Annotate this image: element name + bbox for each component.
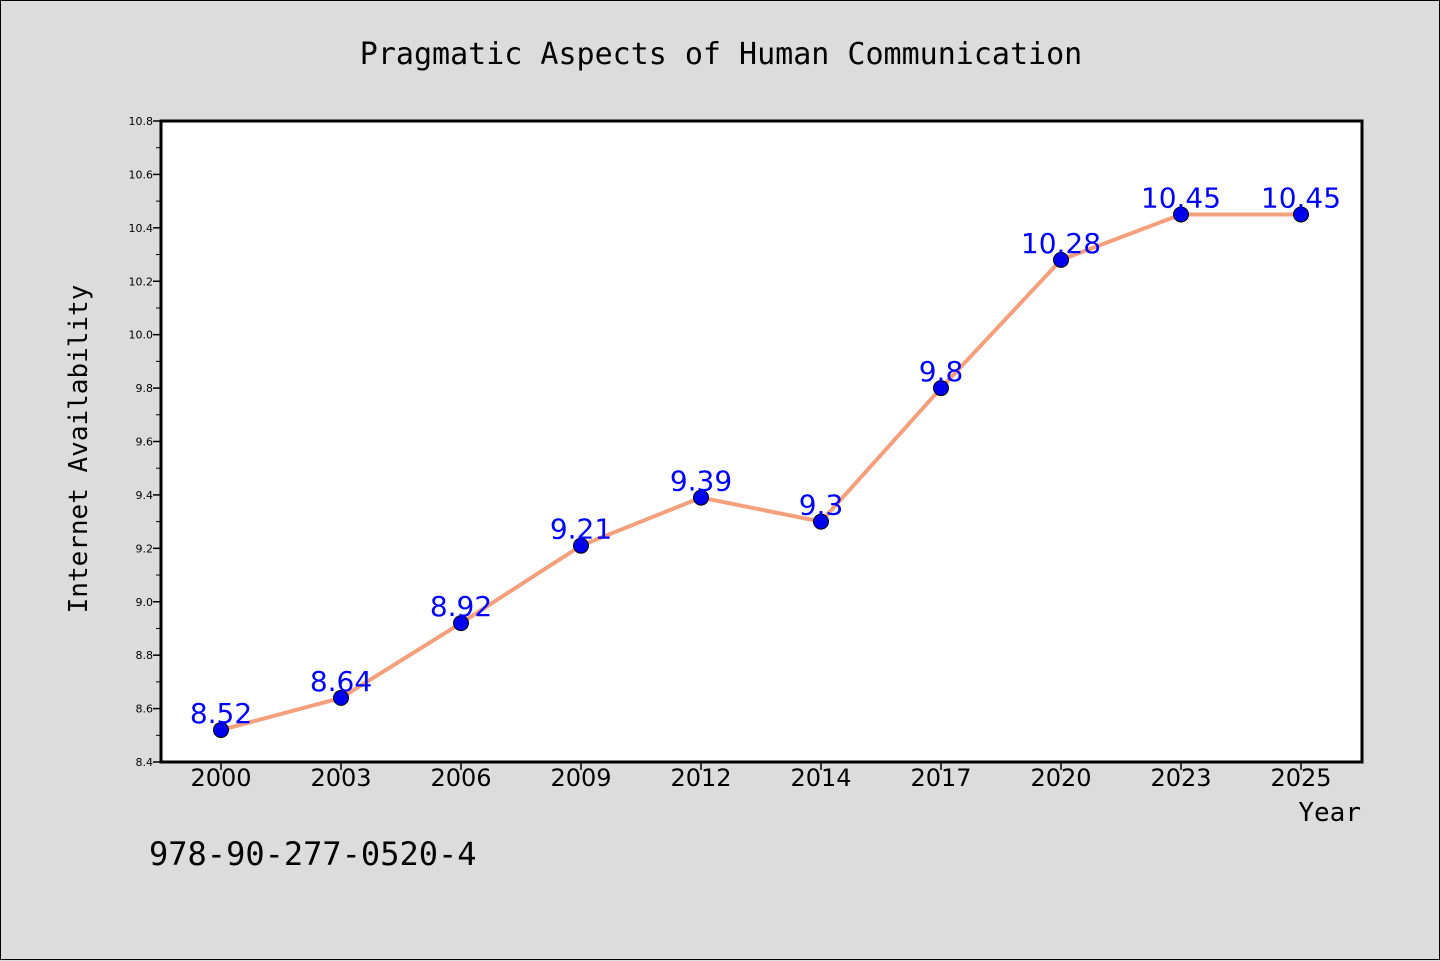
x-tick-label: 2014 xyxy=(790,764,851,792)
data-label: 10.45 xyxy=(1141,181,1221,214)
data-point-marker xyxy=(933,380,949,397)
x-tick-label: 2009 xyxy=(550,764,611,792)
data-point-marker xyxy=(1293,206,1309,223)
data-label: 9.21 xyxy=(550,513,612,546)
footer-isbn-text: 978-90-277-0520-4 xyxy=(149,835,477,873)
x-tick-label: 2023 xyxy=(1150,764,1211,792)
data-point-marker xyxy=(453,615,469,632)
x-tick-label: 2003 xyxy=(310,764,371,792)
data-point-marker xyxy=(693,489,709,506)
series-line-group xyxy=(213,206,1309,738)
data-point-marker xyxy=(813,513,829,530)
y-tick-label: 9.6 xyxy=(136,436,154,449)
y-tick-label: 10.6 xyxy=(129,168,154,181)
data-point-marker xyxy=(213,721,229,738)
data-label: 10.45 xyxy=(1261,181,1341,214)
data-point-marker xyxy=(573,537,589,554)
data-point-marker xyxy=(1053,251,1069,268)
y-tick-label: 9.2 xyxy=(136,542,154,555)
y-tick-label: 10.8 xyxy=(129,115,154,128)
data-point-marker xyxy=(333,689,349,706)
x-tick-label: 2006 xyxy=(430,764,491,792)
y-tick-label: 8.4 xyxy=(136,756,154,769)
data-label: 8.52 xyxy=(190,697,252,730)
x-tick-label: 2020 xyxy=(1030,764,1091,792)
x-tick-label: 2017 xyxy=(910,764,971,792)
data-label: 8.64 xyxy=(310,665,372,698)
y-tick-label: 9.4 xyxy=(136,489,154,502)
chart-title: Pragmatic Aspects of Human Communication xyxy=(360,37,1082,72)
y-axis: 8.4 8.6 8.8 9.0 9.2 9.4 9.6 9.8 10.0 10.2 10.4 10.6… xyxy=(129,115,161,769)
x-tick-label: 2025 xyxy=(1270,764,1331,792)
x-axis: 2000 2003 2006 2009 2012 2014 2017 2020 2023 2025 xyxy=(190,762,1332,792)
data-label: 8.92 xyxy=(430,590,492,623)
x-tick-label: 2012 xyxy=(670,764,731,792)
data-label: 10.28 xyxy=(1021,227,1101,260)
plot-area xyxy=(159,119,1364,764)
data-labels-group: 8.52 8.64 8.92 9.21 9.39 9.3 9.8 10.28 10.45 10.4… xyxy=(190,181,1341,729)
data-label: 9.3 xyxy=(799,489,844,522)
y-tick-label: 9.8 xyxy=(136,382,154,395)
data-point-marker xyxy=(1173,206,1189,223)
y-tick-label: 8.8 xyxy=(136,649,154,662)
data-label: 9.8 xyxy=(919,355,964,388)
x-tick-label: 2000 xyxy=(190,764,251,792)
y-tick-label: 10.0 xyxy=(129,329,154,342)
data-label: 9.39 xyxy=(670,465,732,498)
y-tick-label: 9.0 xyxy=(136,596,154,609)
x-axis-label: Year xyxy=(1298,798,1361,828)
series-line xyxy=(220,212,1301,732)
y-tick-label: 8.6 xyxy=(136,703,154,716)
y-axis-label: Internet Availability xyxy=(64,285,94,614)
y-tick-label: 10.4 xyxy=(129,222,154,235)
y-tick-label: 10.2 xyxy=(129,275,154,288)
